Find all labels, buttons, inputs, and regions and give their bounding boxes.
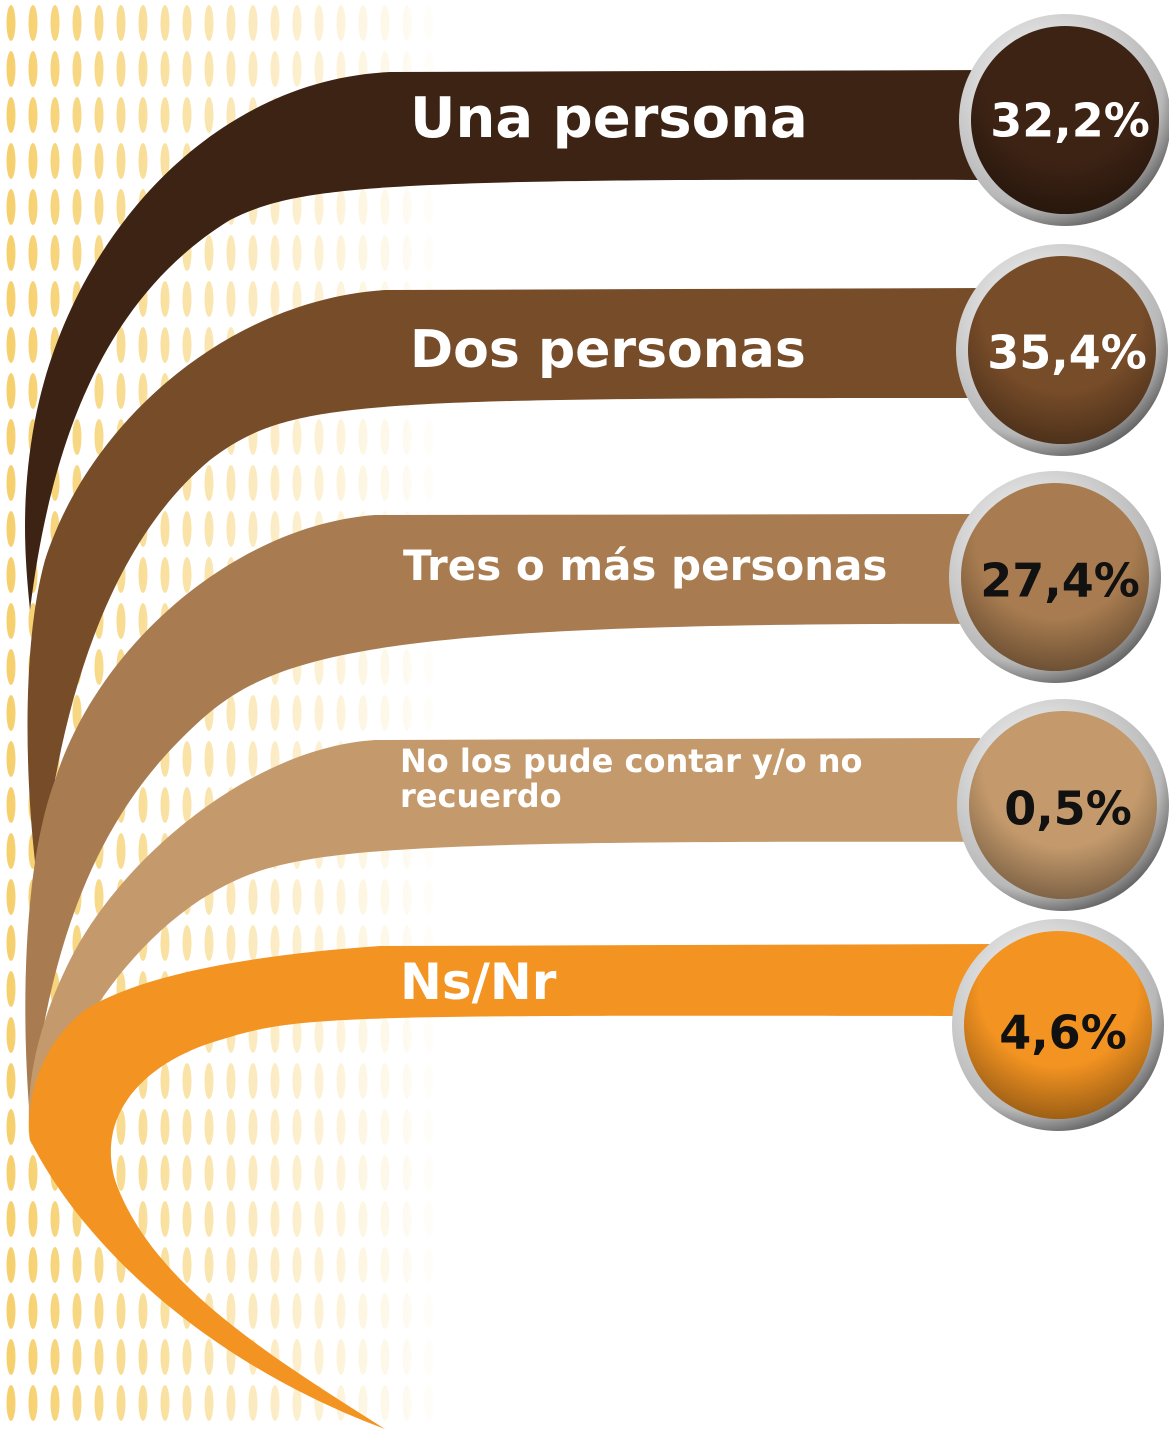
badge-shade — [964, 931, 1152, 1119]
ribbon — [29, 944, 1000, 1429]
ribbons — [25, 70, 1000, 1429]
category-label: Dos personas — [410, 320, 806, 380]
badge-shade — [971, 26, 1159, 214]
ribbon — [28, 738, 980, 1140]
badge-shade — [968, 256, 1156, 444]
value-label: 4,6% — [999, 1006, 1127, 1060]
value-label: 0,5% — [1004, 782, 1132, 836]
badge-shade — [969, 711, 1157, 899]
value-badge: 27,4% — [949, 471, 1161, 683]
value-badge: 4,6% — [952, 919, 1164, 1131]
category-label: No los pude contar y/o no recuerdo — [400, 742, 863, 816]
badge-shade — [961, 483, 1149, 671]
ribbon — [25, 70, 990, 610]
value-badge: 35,4% — [956, 244, 1168, 456]
value-badge: 32,2% — [959, 14, 1169, 226]
value-badge: 0,5% — [957, 699, 1169, 911]
value-label: 32,2% — [990, 94, 1150, 148]
ribbon — [27, 288, 990, 900]
category-label: Ns/Nr — [400, 953, 557, 1011]
category-label: Una persona — [410, 86, 808, 151]
ribbon — [25, 514, 981, 1120]
category-label: Tres o más personas — [403, 541, 888, 590]
value-label: 35,4% — [987, 326, 1147, 380]
value-circles: 32,2% 35,4% 27,4% 0,5% 4,6% — [949, 14, 1169, 1131]
value-label: 27,4% — [980, 554, 1140, 608]
